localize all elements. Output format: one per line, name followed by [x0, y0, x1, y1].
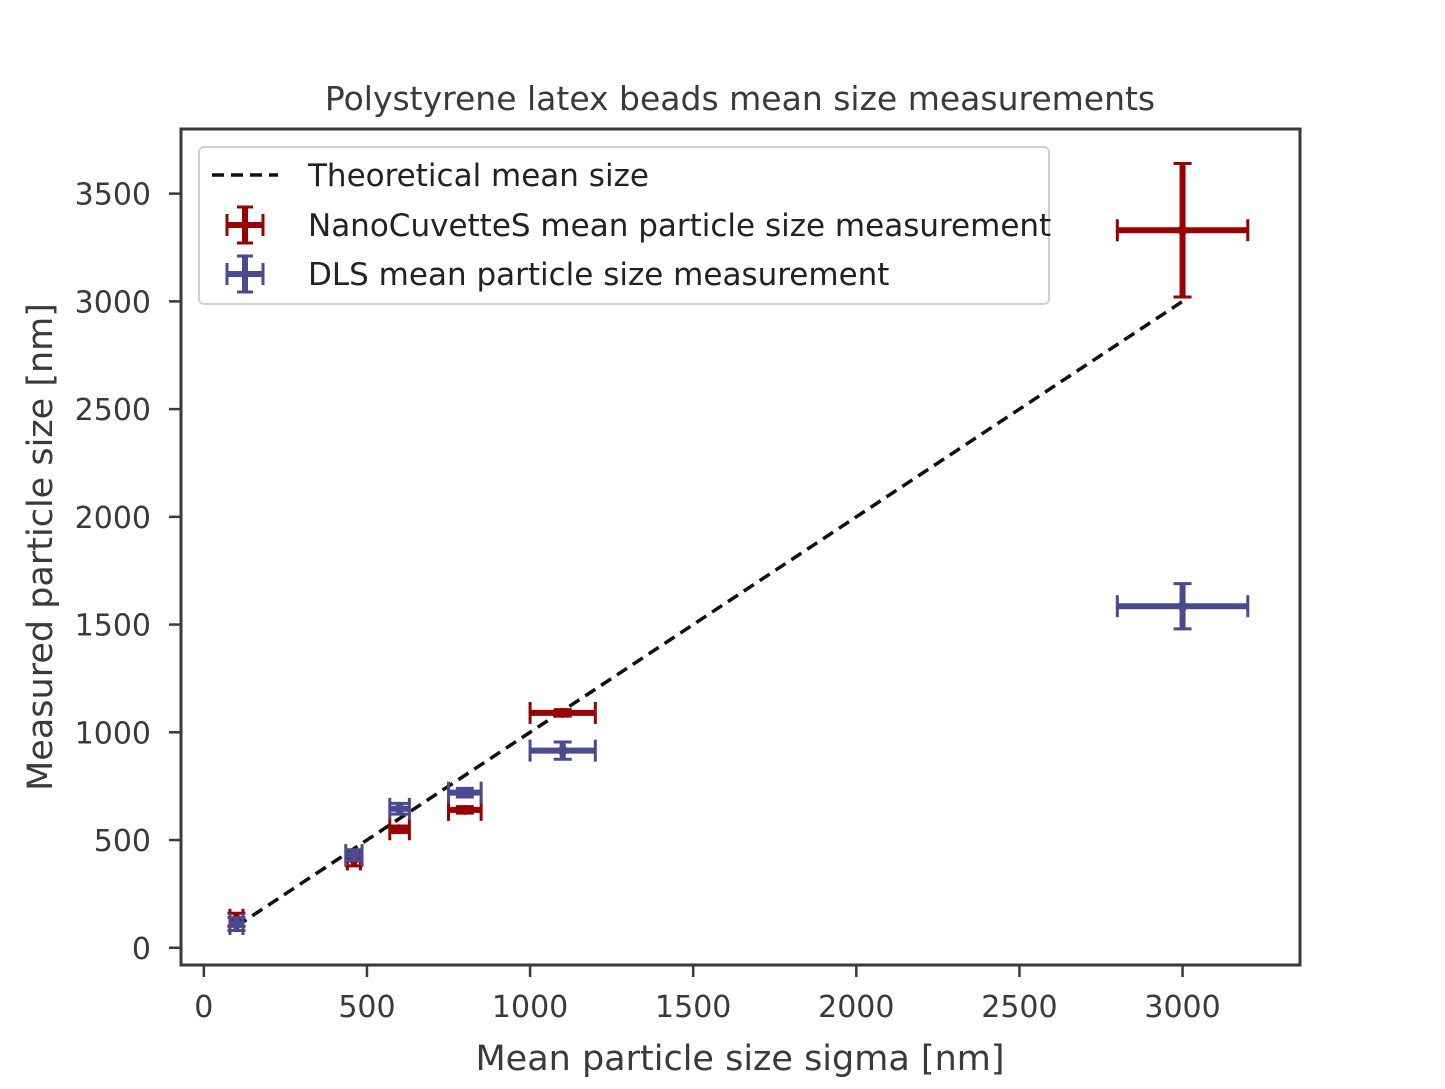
- plot-area: [227, 161, 1250, 936]
- theoretical-line: [235, 299, 1184, 928]
- dls-point: [447, 781, 483, 804]
- dls-point: [388, 797, 411, 820]
- nanocuvettes-point: [528, 701, 597, 724]
- dls-marker: [557, 745, 568, 756]
- x-tick-label: 3000: [1144, 990, 1220, 1025]
- dls-marker: [231, 919, 242, 930]
- nanocuvettes-point: [1115, 161, 1250, 299]
- x-tick-label: 500: [338, 990, 395, 1025]
- legend-box: [198, 146, 1050, 305]
- nanocuvettes-marker: [557, 707, 568, 718]
- legend: Theoretical mean size NanoCuvetteS mean p…: [198, 146, 1051, 305]
- y-tick-label: 0: [132, 932, 151, 967]
- y-tick-label: 500: [94, 824, 151, 859]
- y-tick-label: 3500: [75, 178, 151, 213]
- x-tick-label: 1500: [655, 990, 731, 1025]
- y-tick-label: 2000: [75, 501, 151, 536]
- nanocuvettes-point: [388, 818, 411, 841]
- y-axis-ticks: 0 500 1000 1500 2000 2500 3000 3500: [75, 178, 181, 967]
- legend-theoretical-label: Theoretical mean size: [307, 158, 649, 194]
- legend-nanocuvettes-swatch: [225, 205, 265, 245]
- dls-point: [528, 739, 597, 762]
- dls-marker: [348, 850, 359, 861]
- y-tick-label: 3000: [75, 285, 151, 320]
- dls-point: [227, 913, 246, 936]
- dls-point: [1115, 582, 1250, 631]
- nanocuvettes-marker: [1177, 225, 1188, 236]
- y-tick-label: 2500: [75, 393, 151, 428]
- x-axis-label: Mean particle size sigma [nm]: [475, 1039, 1004, 1079]
- x-tick-label: 2000: [818, 990, 894, 1025]
- plot-frame: [179, 127, 1302, 967]
- x-tick-label: 1000: [492, 990, 568, 1025]
- chart-title: Polystyrene latex beads mean size measur…: [325, 79, 1155, 118]
- legend-entries: Theoretical mean size NanoCuvetteS mean p…: [212, 158, 1051, 294]
- dls-point: [344, 844, 364, 867]
- x-axis-ticks: 0 500 1000 1500 2000 2500 3000: [194, 965, 1221, 1025]
- nanocuvettes-point: [447, 798, 483, 821]
- dls-marker: [394, 803, 405, 814]
- y-tick-label: 1500: [75, 609, 151, 644]
- y-axis-label: Measured particle size [nm]: [21, 303, 61, 791]
- legend-dls-swatch: [225, 254, 265, 294]
- legend-dls-label: DLS mean particle size measurement: [308, 257, 889, 293]
- legend-nanocuvettes-label: NanoCuvetteS mean particle size measurem…: [308, 208, 1051, 244]
- y-tick-label: 1000: [75, 716, 151, 751]
- nanocuvettes-marker: [459, 804, 470, 815]
- dls-marker: [1177, 601, 1188, 612]
- dls-marker: [459, 787, 470, 798]
- x-tick-label: 0: [194, 990, 213, 1025]
- nanocuvettes-marker: [394, 824, 405, 835]
- x-tick-label: 2500: [981, 990, 1057, 1025]
